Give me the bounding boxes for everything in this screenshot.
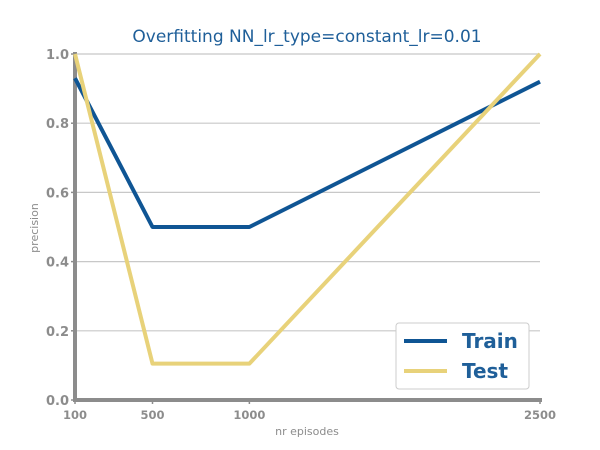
- legend-label-test: Test: [462, 359, 508, 383]
- y-tick-label-3: 0.6: [46, 186, 69, 201]
- axes: [73, 52, 542, 402]
- y-tick-label-0: 0.0: [46, 394, 69, 409]
- x-axis-label: nr episodes: [275, 425, 339, 438]
- chart-title: Overfitting NN_lr_type=constant_lr=0.01: [132, 27, 481, 47]
- y-tick-label-2: 0.4: [46, 256, 69, 271]
- legend: Train Test: [395, 322, 530, 390]
- y-axis-label: precision: [28, 203, 41, 253]
- y-tick-label-5: 1.0: [46, 48, 69, 63]
- legend-label-train: Train: [462, 329, 518, 353]
- x-tick-label-3: 2500: [524, 408, 556, 422]
- series-lines: [73, 52, 542, 366]
- x-tick-label-2: 1000: [233, 408, 265, 422]
- y-tick-label-1: 0.2: [46, 325, 69, 340]
- series-line-test: [73, 52, 542, 366]
- tick-labels: 0.0 0.2 0.4 0.6 0.8 1.0 100 500 1000 2500: [46, 48, 556, 422]
- x-tick-label-1: 500: [140, 408, 164, 422]
- series-line-train: [73, 77, 541, 229]
- y-tick-label-4: 0.8: [46, 117, 69, 132]
- x-tick-label-0: 100: [63, 408, 87, 422]
